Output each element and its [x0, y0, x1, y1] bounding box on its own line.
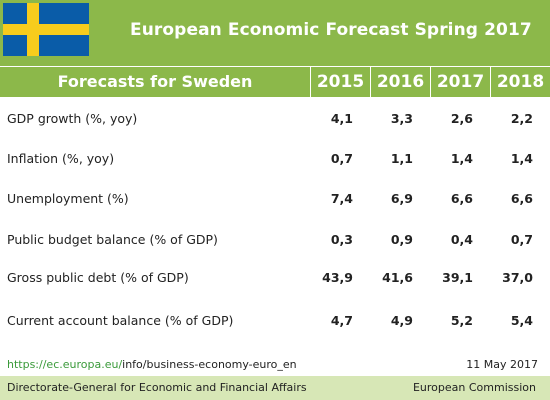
table-row: Inflation (%, yoy) 0,7 1,1 1,4 1,4: [0, 151, 550, 171]
table-header: Forecasts for Sweden 2015 2016 2017 2018: [0, 66, 550, 97]
cell-value: 0,7: [510, 232, 533, 247]
cell-value: 3,3: [390, 111, 413, 126]
page-title: European Economic Forecast Spring 2017: [130, 20, 532, 40]
cell-value: 0,3: [330, 232, 353, 247]
cell-value: 37,0: [502, 270, 533, 285]
footer-bar: Directorate-General for Economic and Fin…: [0, 376, 550, 400]
year-header-2017: 2017: [430, 67, 490, 97]
row-label: Inflation (%, yoy): [7, 151, 115, 166]
cell-value: 6,6: [450, 191, 473, 206]
row-label: Public budget balance (% of GDP): [7, 232, 218, 247]
cell-value: 43,9: [322, 270, 353, 285]
source-link-domain[interactable]: https://ec.europa.eu/: [7, 358, 123, 371]
cell-value: 1,4: [450, 151, 473, 166]
row-label: Current account balance (% of GDP): [7, 313, 234, 328]
cell-value: 5,4: [510, 313, 533, 328]
cell-value: 4,1: [330, 111, 353, 126]
cell-value: 41,6: [382, 270, 413, 285]
table-heading: Forecasts for Sweden: [57, 72, 253, 91]
directorate-general-label: Directorate-General for Economic and Fin…: [7, 381, 307, 394]
sweden-flag-icon: [3, 3, 89, 56]
source-link[interactable]: https://ec.europa.eu/info/business-econo…: [7, 358, 297, 371]
cell-value: 7,4: [330, 191, 353, 206]
publication-date: 11 May 2017: [466, 358, 538, 371]
cell-value: 2,6: [450, 111, 473, 126]
cell-value: 0,7: [330, 151, 353, 166]
year-header-2015: 2015: [310, 67, 370, 97]
row-label: Gross public debt (% of GDP): [7, 270, 189, 285]
cell-value: 39,1: [442, 270, 473, 285]
cell-value: 4,9: [390, 313, 413, 328]
table-row: Unemployment (%) 7,4 6,9 6,6 6,6: [0, 191, 550, 211]
cell-value: 4,7: [330, 313, 353, 328]
cell-value: 6,9: [390, 191, 413, 206]
organization-label: European Commission: [412, 381, 536, 394]
cell-value: 0,4: [450, 232, 473, 247]
cell-value: 6,6: [510, 191, 533, 206]
table-row: Current account balance (% of GDP) 4,7 4…: [0, 313, 550, 333]
cell-value: 1,1: [390, 151, 413, 166]
row-label: Unemployment (%): [7, 191, 129, 206]
year-header-2016: 2016: [370, 67, 430, 97]
cell-value: 5,2: [450, 313, 473, 328]
header-banner: European Economic Forecast Spring 2017: [0, 0, 550, 66]
source-link-path[interactable]: info/business-economy-euro_en: [122, 358, 297, 371]
year-header-2018: 2018: [490, 67, 550, 97]
cell-value: 1,4: [510, 151, 533, 166]
row-label: GDP growth (%, yoy): [7, 111, 138, 126]
cell-value: 2,2: [510, 111, 533, 126]
table-row: GDP growth (%, yoy) 4,1 3,3 2,6 2,2: [0, 111, 550, 131]
cell-value: 0,9: [390, 232, 413, 247]
table-row: Gross public debt (% of GDP) 43,9 41,6 3…: [0, 270, 550, 290]
table-row: Public budget balance (% of GDP) 0,3 0,9…: [0, 232, 550, 252]
